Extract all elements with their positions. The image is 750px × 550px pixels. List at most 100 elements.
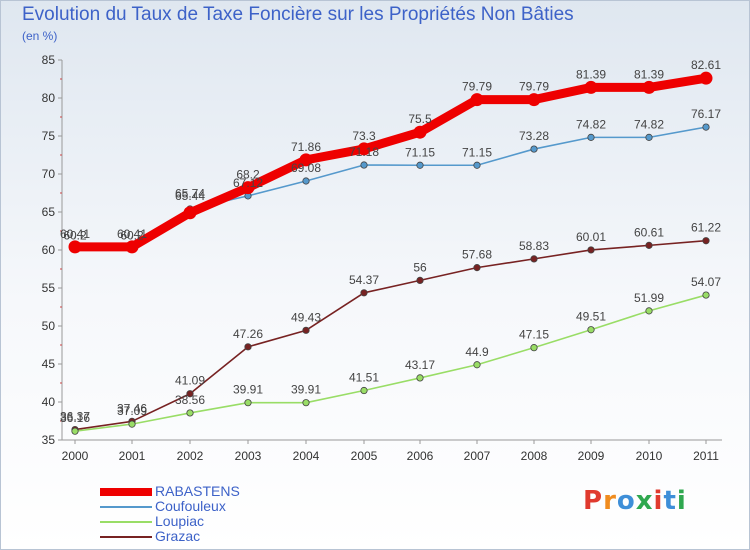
logo-letter: x (635, 486, 654, 516)
data-point-loupiac (71, 427, 79, 435)
y-tick-label: 55 (42, 281, 56, 295)
chart-axes: 35 40 45 50 55 60 65 70 75 80 85 2000 2001 2002 2003 20… (42, 53, 722, 463)
data-label-loupiac: 39.91 (233, 383, 263, 397)
data-point-rabastens (642, 80, 656, 94)
data-label-loupiac: 41.51 (349, 371, 379, 385)
data-label-extra: 65.74 (175, 186, 205, 200)
data-point-grazac (473, 264, 481, 272)
data-point-loupiac (244, 399, 252, 407)
data-label-coufouleux: 71.18 (349, 145, 379, 159)
data-point-grazac (186, 390, 194, 398)
data-label-grazac: 57.68 (462, 248, 492, 262)
data-point-rabastens (413, 125, 427, 139)
data-label-grazac: 47.26 (233, 327, 263, 341)
series-line-grazac (74, 239, 707, 431)
data-label-coufouleux: 74.82 (576, 117, 606, 131)
data-label-loupiac: 39.91 (291, 383, 321, 397)
chart-series (68, 71, 713, 435)
data-label-rabastens: 60.41 (60, 227, 90, 241)
x-tick-label: 2009 (578, 449, 605, 463)
data-point-coufouleux (302, 177, 310, 185)
data-label-loupiac: 49.51 (576, 310, 606, 324)
data-label-rabastens: 71.86 (291, 140, 321, 154)
data-point-loupiac (186, 409, 194, 417)
data-point-grazac (702, 237, 710, 245)
data-label-coufouleux: 60.2 (120, 228, 144, 242)
data-point-coufouleux (530, 145, 538, 153)
logo-letter: i (653, 486, 664, 516)
logo-letter: t (663, 486, 677, 516)
data-label-rabastens: 82.61 (691, 58, 721, 72)
data-label-grazac: 58.83 (519, 239, 549, 253)
data-point-grazac (360, 289, 368, 297)
data-label-coufouleux: 69.08 (291, 161, 321, 175)
data-label-loupiac: 44.9 (465, 345, 489, 359)
data-label-loupiac: 36.16 (60, 411, 90, 425)
data-point-rabastens (470, 93, 484, 107)
x-tick-label: 2000 (62, 449, 89, 463)
logo-letter: i (676, 486, 687, 516)
data-label-rabastens: 81.39 (576, 67, 606, 81)
data-label-rabastens: 75.5 (408, 112, 432, 126)
data-label-coufouleux: 67.12 (233, 176, 263, 190)
legend-label-coufouleux: Coufouleux (155, 498, 226, 514)
data-label-coufouleux: 73.28 (519, 129, 549, 143)
data-label-coufouleux: 60.2 (63, 228, 87, 242)
chart-title: Evolution du Taux de Taxe Foncière sur l… (22, 4, 574, 25)
data-point-coufouleux (645, 133, 653, 141)
logo-letter: P (583, 486, 604, 516)
data-point-rabastens (299, 153, 313, 167)
x-tick-label: 2002 (177, 449, 204, 463)
chart-legend: RABASTENS Coufouleux Loupiac Grazac (100, 483, 360, 544)
data-point-grazac (645, 241, 653, 249)
y-tick-label: 60 (42, 243, 56, 257)
y-tick-label: 85 (42, 53, 56, 67)
y-tick-label: 35 (42, 433, 56, 447)
legend-item-grazac: Grazac (100, 528, 360, 544)
data-label-coufouleux: 71.15 (405, 145, 435, 159)
legend-item-loupiac: Loupiac (100, 513, 360, 529)
data-label-rabastens: 79.79 (462, 80, 492, 94)
data-point-loupiac (302, 399, 310, 407)
data-point-loupiac (530, 344, 538, 352)
data-label-coufouleux: 65.44 (175, 189, 205, 203)
x-tick-label: 2010 (636, 449, 663, 463)
data-label-rabastens: 79.79 (519, 80, 549, 94)
data-label-grazac: 37.46 (117, 401, 147, 415)
legend-swatch-loupiac (100, 521, 152, 523)
data-label-rabastens: 73.3 (352, 129, 376, 143)
data-point-rabastens (125, 240, 139, 254)
legend-swatch-coufouleux (100, 506, 152, 508)
legend-swatch-rabastens (100, 488, 152, 496)
data-label-grazac: 56 (413, 260, 427, 274)
data-point-grazac (416, 276, 424, 284)
data-label-loupiac: 54.07 (691, 275, 721, 289)
data-point-coufouleux (702, 123, 710, 131)
logo-letter: o (616, 486, 636, 516)
data-point-loupiac (645, 307, 653, 315)
data-point-rabastens (241, 181, 255, 195)
data-label-coufouleux: 76.17 (691, 107, 721, 121)
data-label-loupiac: 37.09 (117, 404, 147, 418)
data-point-rabastens (183, 206, 197, 220)
legend-item-coufouleux: Coufouleux (100, 498, 360, 514)
y-tick-label: 45 (42, 357, 56, 371)
x-tick-label: 2003 (235, 449, 262, 463)
x-tick-label: 2004 (293, 449, 320, 463)
data-label-rabastens: 81.39 (634, 67, 664, 81)
data-point-coufouleux (416, 161, 424, 169)
data-point-grazac (302, 326, 310, 334)
data-label-rabastens: 68.2 (236, 168, 260, 182)
data-point-grazac (530, 255, 538, 263)
legend-label-rabastens: RABASTENS (155, 483, 240, 499)
x-tick-label: 2005 (351, 449, 378, 463)
series-line-loupiac (74, 294, 707, 432)
data-point-coufouleux (587, 133, 595, 141)
y-tick-label: 75 (42, 129, 56, 143)
legend-swatch-grazac (100, 536, 152, 538)
data-label-loupiac: 51.99 (634, 291, 664, 305)
data-point-loupiac (587, 326, 595, 334)
legend-label-loupiac: Loupiac (155, 513, 205, 529)
data-label-loupiac: 43.17 (405, 358, 435, 372)
data-point-loupiac (702, 291, 710, 299)
